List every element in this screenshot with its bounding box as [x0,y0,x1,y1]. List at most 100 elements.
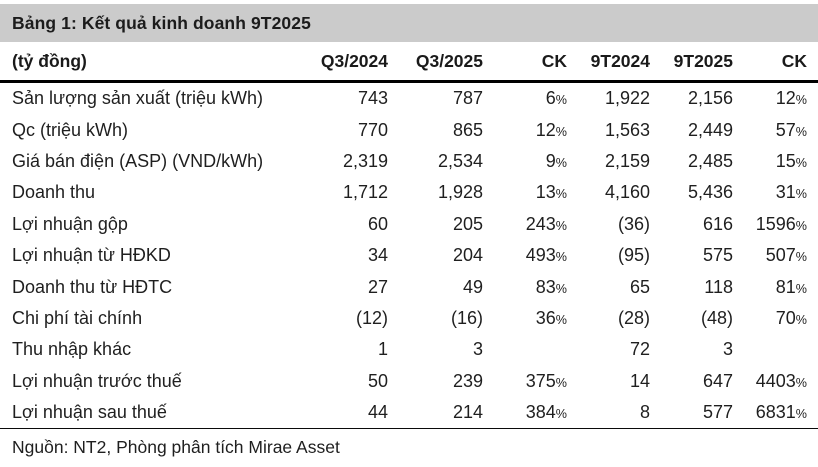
source-note: Nguồn: NT2, Phòng phân tích Mirae Asset [12,437,340,458]
cell-value: 575 [702,245,733,266]
cell-value: 8 [567,396,650,430]
table-row: Chi phí tài chính (12) (16) 36% (28) (48) 70% [0,303,818,334]
row-label: Lợi nhuận sau thuế [0,396,300,430]
percent-sign: % [555,93,567,108]
cell-value: 57% [775,119,807,140]
cell-value: 1,563 [604,119,650,140]
table-row: Qc (triệu kWh) 770 865 12% 1,563 2,449 57% [0,114,818,145]
row-label: Qc (triệu kWh) [12,119,129,140]
cell-value: 384% [483,396,567,430]
cell-value: 616 [702,213,733,234]
table-row: Giá bán điện (ASP) (VND/kWh) 2,319 2,534 9%… [0,146,818,177]
cell-value: 83% [535,276,567,297]
percent-sign: % [795,187,807,202]
percent-sign: % [555,155,567,170]
cell-value: 865 [452,119,483,140]
cell-value: (28) [617,307,650,328]
cell-value: 1,922 [604,88,650,109]
column-header-3: CK [483,42,567,83]
cell-value: 65 [629,276,650,297]
cell-value: 70% [775,307,807,328]
row-label: Doanh thu từ HĐTC [12,276,173,297]
cell-value: 204 [452,245,483,266]
cell-value: 1,928 [437,182,483,203]
percent-sign: % [555,218,567,233]
cell-value: 1596% [755,213,807,234]
cell-value: 787 [452,88,483,109]
percent-sign: % [555,250,567,265]
cell-value: (36) [617,213,650,234]
row-label: Giá bán điện (ASP) (VND/kWh) [12,150,264,171]
cell-value: 2,156 [687,88,733,109]
cell-value: 205 [452,213,483,234]
cell-value: 81% [775,276,807,297]
percent-sign: % [795,375,807,390]
financial-results-table: (tỷ đồng) Q3/2024 Q3/2025 CK 9T2024 9T2025 CK… [0,42,818,430]
cell-value: 2,319 [342,150,388,171]
cell-value: 577 [650,396,733,430]
table-title: Bảng 1: Kết quả kinh doanh 9T2025 [12,12,311,33]
cell-value: 493% [525,245,567,266]
percent-sign: % [555,312,567,327]
unit-label-header: (tỷ đồng) [0,42,300,83]
cell-value: 647 [702,370,733,391]
cell-value: 14 [629,370,650,391]
cell-value: (16) [450,307,483,328]
percent-sign: % [555,124,567,139]
cell-value: 2,485 [687,150,733,171]
percent-sign: % [795,312,807,327]
cell-value: 72 [629,339,650,360]
header-row: (tỷ đồng) Q3/2024 Q3/2025 CK 9T2024 9T2025 CK [0,42,818,83]
cell-value: 2,159 [604,150,650,171]
percent-sign: % [795,124,807,139]
table-body: Sản lượng sản xuất (triệu kWh) 743 787 6% 1,… [0,82,818,430]
percent-sign: % [555,187,567,202]
percent-sign: % [795,93,807,108]
cell-value [733,334,818,365]
cell-value: 9% [545,150,567,171]
column-header-2: Q3/2025 [388,42,483,83]
percent-sign: % [555,407,567,422]
table-row: Lợi nhuận từ HĐKD 34 204 493% (95) 575 507% [0,240,818,271]
cell-value: 239 [452,370,483,391]
cell-value: 2,449 [687,119,733,140]
cell-value: 15% [775,150,807,171]
percent-sign: % [795,218,807,233]
cell-value: 13% [535,182,567,203]
cell-value: 6831% [733,396,818,430]
column-header-5: 9T2025 [650,42,733,83]
table-row: Lợi nhuận trước thuế 50 239 375% 14 647 4403% [0,366,818,397]
cell-value: 507% [765,245,807,266]
table-row: Sản lượng sản xuất (triệu kWh) 743 787 6% 1,… [0,82,818,115]
row-label: Doanh thu [12,182,96,203]
cell-value: 118 [704,276,733,297]
percent-sign: % [555,281,567,296]
cell-value: 4,160 [604,182,650,203]
cell-value: 243% [525,213,567,234]
cell-value: 44 [300,396,388,430]
percent-sign: % [795,407,807,422]
cell-value: 5,436 [687,182,733,203]
table-row: Doanh thu từ HĐTC 27 49 83% 65 118 81% [0,271,818,302]
cell-value: 770 [357,119,388,140]
percent-sign: % [795,281,807,296]
percent-sign: % [795,155,807,170]
cell-value: 60 [367,213,388,234]
cell-value [483,334,567,365]
percent-sign: % [555,375,567,390]
cell-value: 3 [472,339,483,360]
column-header-4: 9T2024 [567,42,650,83]
table-row: Doanh thu 1,712 1,928 13% 4,160 5,436 31% [0,177,818,208]
cell-value: 1,712 [342,182,388,203]
cell-value: (48) [700,307,733,328]
table-header: (tỷ đồng) Q3/2024 Q3/2025 CK 9T2024 9T2025 CK [0,42,818,83]
cell-value: 214 [388,396,483,430]
cell-value: 12% [535,119,567,140]
cell-value: 49 [462,276,483,297]
row-label: Lợi nhuận trước thuế [12,370,182,391]
cell-value: 375% [525,370,567,391]
cell-value: 27 [367,276,388,297]
table-row: Lợi nhuận gộp 60 205 243% (36) 616 1596% [0,209,818,240]
percent-sign: % [795,250,807,265]
